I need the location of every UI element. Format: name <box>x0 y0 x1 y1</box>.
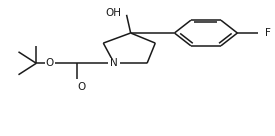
Text: N: N <box>110 58 118 68</box>
Text: OH: OH <box>105 8 121 18</box>
Text: O: O <box>77 82 86 92</box>
Text: F: F <box>265 28 271 38</box>
Text: O: O <box>46 58 54 68</box>
